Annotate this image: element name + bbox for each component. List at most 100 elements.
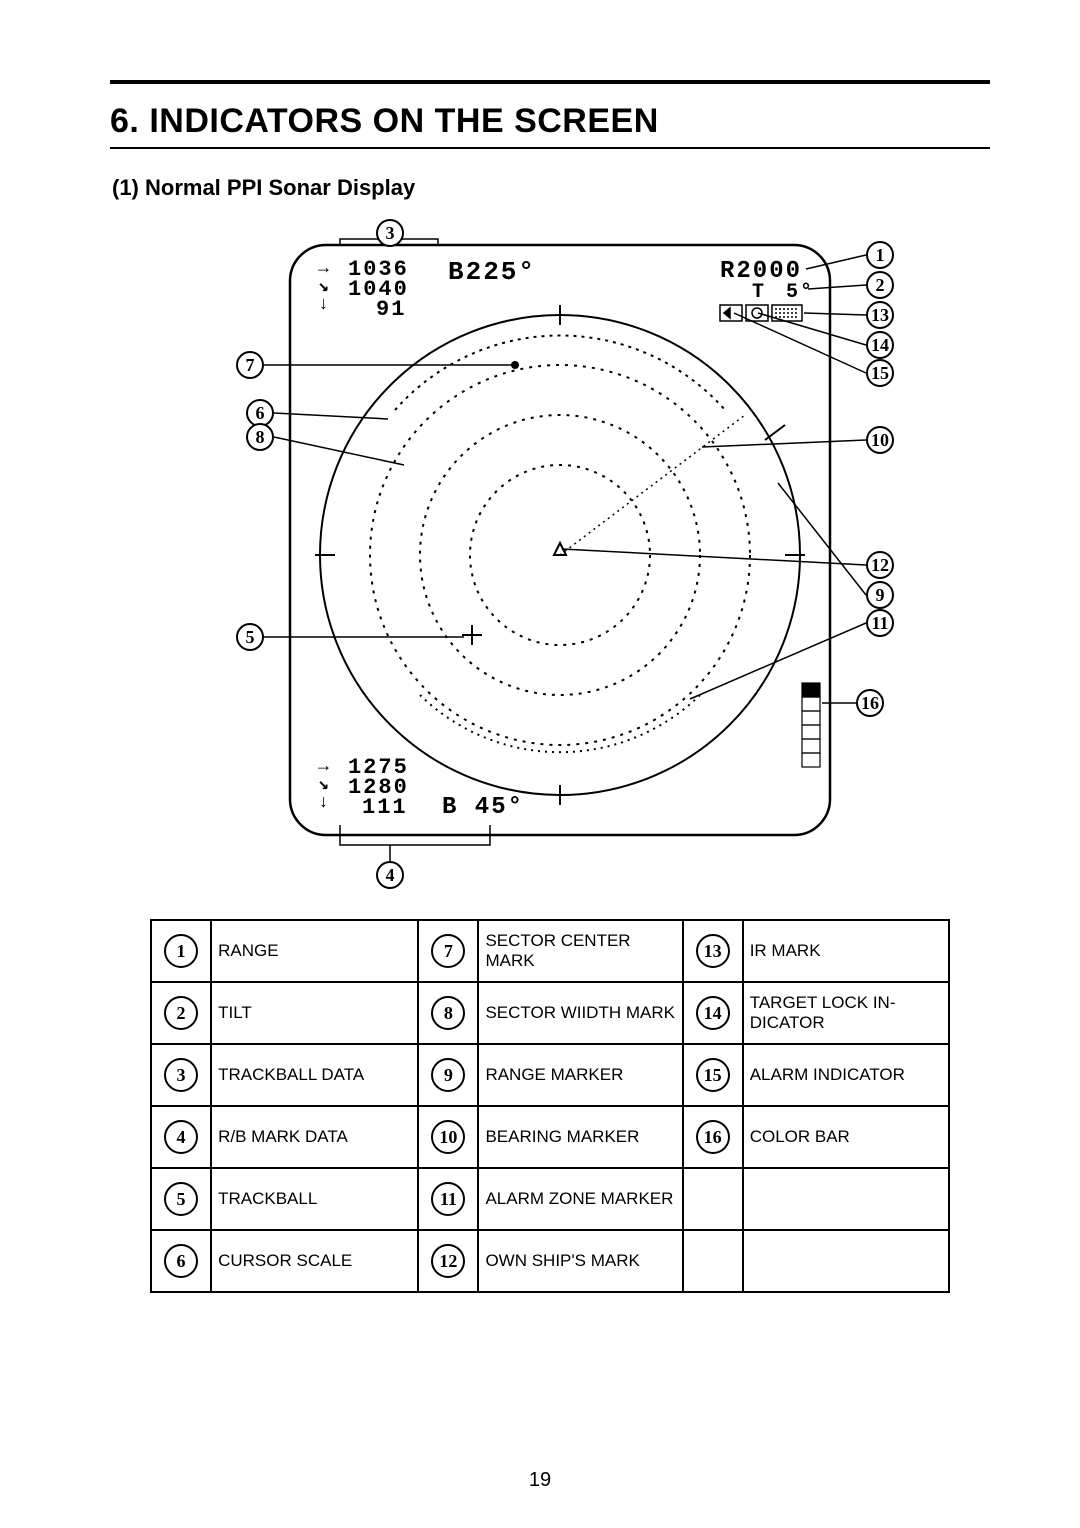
legend-bubble: 8 [431, 996, 465, 1030]
callout-10: 10 [867, 427, 893, 453]
legend-num-cell: 15 [683, 1044, 743, 1106]
legend-bubble: 1 [164, 934, 198, 968]
callout-1: 1 [867, 242, 893, 268]
color-bar [802, 683, 820, 767]
legend-label-cell: SECTOR CENTER MARK [478, 920, 682, 982]
legend-row: 4R/B MARK DATA10BEARING MARKER16COLOR BA… [151, 1106, 949, 1168]
callout-4: 4 [377, 862, 403, 888]
legend-label-cell: IR MARK [743, 920, 949, 982]
legend-label-cell: ALARM INDICATOR [743, 1044, 949, 1106]
svg-text:111: 111 [362, 795, 408, 820]
legend-num-cell: 12 [418, 1230, 478, 1292]
svg-text:5°: 5° [786, 281, 814, 304]
legend-bubble: 3 [164, 1058, 198, 1092]
legend-label-cell: TRACKBALL DATA [211, 1044, 418, 1106]
legend-num-cell: 9 [418, 1044, 478, 1106]
subsection-title: (1) Normal PPI Sonar Display [112, 175, 990, 201]
legend-bubble: 11 [431, 1182, 465, 1216]
trackball-data-top: → ↘ ↓ 1036 1040 91 [318, 257, 409, 322]
svg-text:91: 91 [376, 297, 406, 322]
legend-bubble: 13 [696, 934, 730, 968]
range-tilt-block: R2000 T 5° [720, 258, 814, 321]
legend-num-cell [683, 1168, 743, 1230]
svg-text:16: 16 [861, 693, 879, 713]
svg-text:6: 6 [256, 403, 265, 423]
legend-num-cell: 10 [418, 1106, 478, 1168]
legend-num-cell: 13 [683, 920, 743, 982]
svg-text:2: 2 [876, 275, 885, 295]
under-rule [110, 147, 990, 149]
callout-16: 16 [857, 690, 883, 716]
svg-text:11: 11 [871, 613, 888, 633]
svg-text:13: 13 [871, 305, 889, 325]
legend-bubble: 12 [431, 1244, 465, 1278]
legend-bubble: 4 [164, 1120, 198, 1154]
legend-label-cell: RANGE MARKER [478, 1044, 682, 1106]
legend-bubble: 14 [696, 996, 730, 1030]
legend-num-cell: 7 [418, 920, 478, 982]
legend-label-cell: TARGET LOCK IN-DICATOR [743, 982, 949, 1044]
callout-15: 15 [867, 360, 893, 386]
svg-text:3: 3 [386, 223, 395, 243]
legend-label-cell [743, 1168, 949, 1230]
legend-num-cell: 16 [683, 1106, 743, 1168]
svg-text:↘: ↘ [318, 277, 331, 297]
legend-row: 1 RANGE 7 SECTOR CENTER MARK 13 IR MARK [151, 920, 949, 982]
callout-5: 5 [237, 624, 263, 650]
svg-text:4: 4 [386, 865, 395, 885]
legend-label-cell: BEARING MARKER [478, 1106, 682, 1168]
legend-num-cell: 6 [151, 1230, 211, 1292]
ppi-diagram: → ↘ ↓ 1036 1040 91 B225° R2000 T 5° [190, 205, 910, 905]
legend-num-cell [683, 1230, 743, 1292]
legend-bubble: 5 [164, 1182, 198, 1216]
legend-num-cell: 11 [418, 1168, 478, 1230]
svg-text:↓: ↓ [318, 295, 331, 315]
range-marker-tick [765, 425, 785, 440]
callout-11: 11 [867, 610, 893, 636]
legend-num-cell: 3 [151, 1044, 211, 1106]
callout-8: 8 [247, 424, 273, 450]
legend-label-cell: SECTOR WIIDTH MARK [478, 982, 682, 1044]
legend-num-cell: 2 [151, 982, 211, 1044]
svg-text:10: 10 [871, 430, 889, 450]
callout-9: 9 [867, 582, 893, 608]
legend-table: 1RANGE7SECTOR CENTER MARK13IR MARK2TILT8… [150, 919, 950, 1293]
callout-2: 2 [867, 272, 893, 298]
legend-label-cell: ALARM ZONE MARKER [478, 1168, 682, 1230]
callout-13: 13 [867, 302, 893, 328]
svg-text:9: 9 [876, 585, 885, 605]
svg-text:5: 5 [246, 627, 255, 647]
legend-num-cell: 1 [151, 920, 211, 982]
legend-num-cell: 14 [683, 982, 743, 1044]
callout-7: 7 [237, 352, 263, 378]
display-frame [290, 245, 830, 835]
legend-label-cell: TRACKBALL [211, 1168, 418, 1230]
section-number: 6. [110, 102, 139, 140]
svg-text:→: → [318, 757, 331, 777]
callout-14: 14 [867, 332, 893, 358]
rb-mark-data: → ↘ ↓ 1275 1280 111 B 45° [318, 755, 524, 821]
section-title-text: INDICATORS ON THE SCREEN [149, 102, 658, 140]
bearing-marker-line [560, 415, 745, 555]
svg-text:15: 15 [871, 363, 889, 383]
bearing-readout-top: B225° [448, 257, 536, 287]
legend-num-cell: 5 [151, 1168, 211, 1230]
callout-6: 6 [247, 400, 273, 426]
callout-12: 12 [867, 552, 893, 578]
legend-label-cell: RANGE [211, 920, 418, 982]
page-number: 19 [0, 1469, 1080, 1492]
legend-bubble: 7 [431, 934, 465, 968]
legend-bubble: 9 [431, 1058, 465, 1092]
svg-text:14: 14 [871, 335, 889, 355]
legend-row: 5 TRACKBALL 11 ALARM ZONE MARKER [151, 1168, 949, 1230]
svg-text:↘: ↘ [318, 775, 331, 795]
legend-label-cell [743, 1230, 949, 1292]
svg-text:B 45°: B 45° [442, 794, 524, 821]
svg-text:8: 8 [256, 427, 265, 447]
legend-row: 2TILT8SECTOR WIIDTH MARK14TARGET LOCK IN… [151, 982, 949, 1044]
legend-bubble: 16 [696, 1120, 730, 1154]
legend-bubble: 6 [164, 1244, 198, 1278]
legend-num-cell: 8 [418, 982, 478, 1044]
svg-text:1: 1 [876, 245, 885, 265]
legend-row: 6CURSOR SCALE12OWN SHIP'S MARK [151, 1230, 949, 1292]
